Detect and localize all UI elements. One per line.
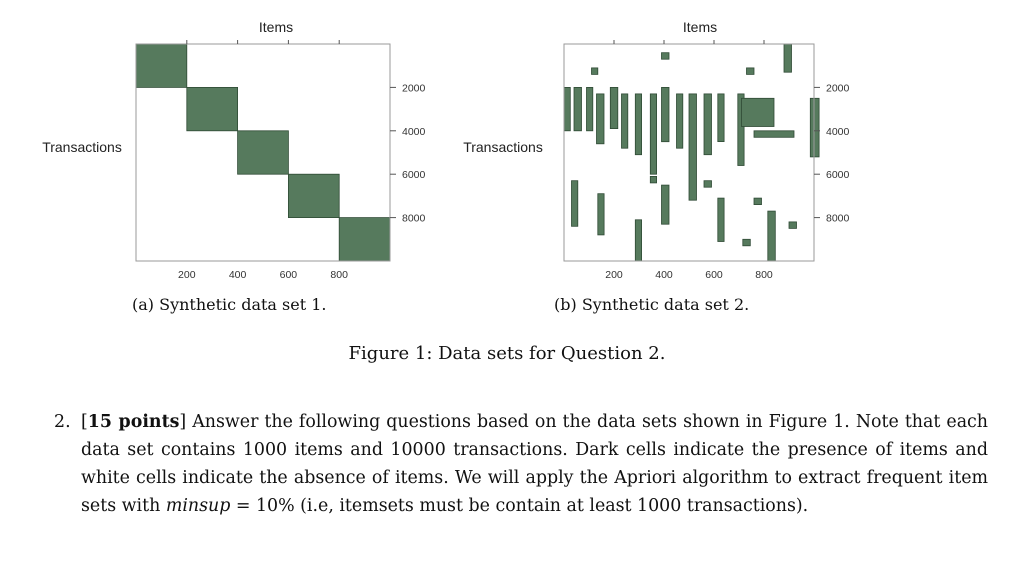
panel-b-xtick-label-200: 200 [605,269,623,281]
question-text-1: Answer the following questions based on … [81,412,988,516]
figure-caption: Figure 1: Data sets for Question 2. [348,343,666,364]
panel-b-ylabel: Transactions [463,139,543,155]
panel-b-cell-block-24 [649,175,657,184]
panel-b-cell-block-22 [571,180,579,227]
panel-b-heatmap: Items Transactions 200 400 600 800 2000 4000 6… [463,19,849,281]
panel-b-xtick-label-800: 800 [755,269,773,281]
question-2: 2. [15 points] Answer the following ques… [54,408,988,520]
panel-b-title: Items [683,19,717,35]
points-open: [ [81,412,88,432]
question-text-2: = 10% (i.e, itemsets must be contain at … [230,496,809,516]
panel-a-ytick-label-8000: 8000 [402,213,426,225]
panel-a-cell-block-2 [186,87,239,132]
panel-b-cell-block-17 [809,97,820,158]
panel-a-cell-block-3 [237,130,289,175]
panel-a-cell-block-4 [287,173,340,218]
panel-a-ytick-label-2000: 2000 [402,82,426,94]
panel-b-cell-block-14 [737,93,745,166]
panel-a-ytick-label-4000: 4000 [402,126,426,138]
panel-b-cell-block-7 [634,93,642,156]
question-number: 2. [54,412,71,432]
panel-b-cell-block-3 [586,87,594,132]
panel-a-xtick-label-200: 200 [178,269,196,281]
panel-b-cell-block-12 [703,93,712,156]
panel-a-xtick-label-800: 800 [330,269,348,281]
panel-b-cell-block-18 [783,43,792,73]
panel-a-xtick-label-400: 400 [229,269,247,281]
panel-b-cell-block-15 [741,97,775,127]
panel-b-cell-block-25 [661,184,670,225]
panel-b-xtick-label-600: 600 [705,269,723,281]
points-close: ] [179,412,187,432]
panel-b-cell-block-8 [649,93,657,175]
panel-b-ytick-label-8000: 8000 [826,213,850,225]
panel-b-cell-block-2 [573,87,582,132]
panel-b-cell-block-27 [717,197,725,242]
panel-b-ytick-label-4000: 4000 [826,126,850,138]
panel-b-ytick-label-2000: 2000 [826,82,850,94]
panel-b-frame [563,43,815,262]
question-body: [15 points] Answer the following questio… [81,408,988,520]
panel-a-title: Items [259,19,293,35]
panel-b-cell-block-29 [753,197,762,206]
panel-b-ytick-label-6000: 6000 [826,169,850,181]
panel-a-cell-block-5 [338,217,391,262]
panel-b-cell-block-11 [688,93,697,201]
panel-b-cell-block-10 [676,93,684,149]
panel-b-cell-block-4 [596,93,605,145]
panel-b-caption: (b) Synthetic data set 2. [554,295,750,314]
panel-b-cell-block-13 [717,93,725,143]
panel-b-cell-block-5 [609,87,619,130]
panel-b-cell-block-6 [621,93,629,149]
minsup-variable: minsup [165,496,231,516]
panel-a-cell-block-1 [135,43,188,88]
panel-b-cell-block-28 [634,219,642,262]
panel-b-cell-block-19 [591,67,599,75]
panel-a-ytick-label-6000: 6000 [402,169,426,181]
panel-b-cell-block-23 [597,193,605,236]
panel-a-ylabel: Transactions [42,139,122,155]
panel-b-cell-block-30 [767,210,776,262]
panel-a-frame [135,43,391,262]
panel-b-cell-block-21 [746,67,755,75]
question-points: 15 points [87,412,180,432]
panel-a-caption: (a) Synthetic data set 1. [132,295,327,314]
panel-b-cell-block-32 [742,238,751,247]
panel-b-cell-block-1 [563,87,571,132]
panel-b-cell-block-9 [661,87,670,143]
panel-a-xtick-label-600: 600 [280,269,298,281]
panel-b-cell-block-16 [753,130,795,138]
panel-b-cell-block-20 [661,52,670,60]
panel-b-xtick-label-400: 400 [655,269,673,281]
panel-b-cell-block-31 [788,221,797,229]
panel-b-cell-block-26 [703,180,712,188]
panel-a-heatmap: Items Transactions 200 400 600 800 2000 4000 6… [42,19,425,281]
